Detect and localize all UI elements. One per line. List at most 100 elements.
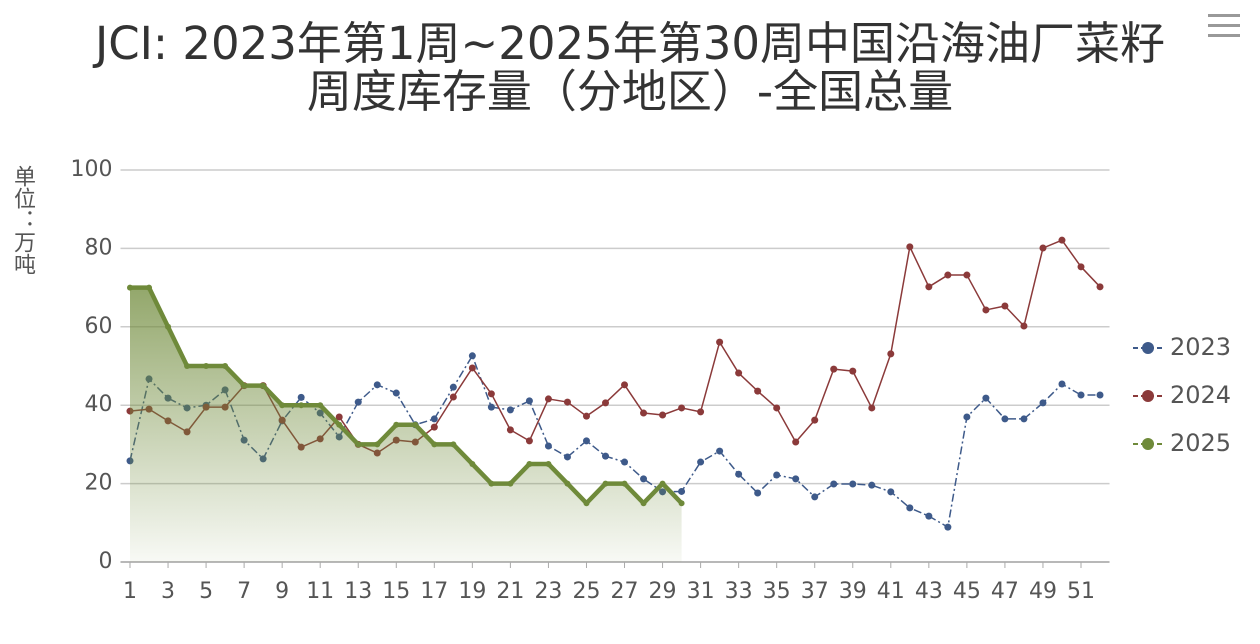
x-tick-label: 33 bbox=[725, 579, 753, 604]
point bbox=[392, 389, 400, 397]
x-tick-label: 39 bbox=[839, 579, 867, 604]
point bbox=[659, 411, 667, 419]
point bbox=[659, 480, 666, 487]
x-tick-label: 51 bbox=[1067, 579, 1095, 604]
x-tick-label: 21 bbox=[496, 579, 524, 604]
legend-label: 2025 bbox=[1170, 429, 1231, 457]
point bbox=[525, 397, 533, 405]
point bbox=[526, 461, 533, 467]
x-tick-label: 49 bbox=[1029, 579, 1057, 604]
point bbox=[488, 480, 495, 487]
point bbox=[336, 421, 343, 428]
series-line bbox=[130, 285, 684, 506]
x-tick-label: 43 bbox=[915, 579, 943, 604]
point bbox=[468, 364, 476, 372]
x-tick-label: 37 bbox=[801, 579, 829, 604]
point bbox=[335, 413, 343, 421]
point bbox=[582, 412, 590, 420]
point bbox=[469, 461, 476, 467]
point bbox=[203, 363, 210, 369]
menu-icon[interactable] bbox=[1208, 14, 1240, 37]
x-tick-label: 47 bbox=[991, 579, 1019, 604]
point bbox=[260, 382, 267, 389]
point bbox=[507, 480, 514, 487]
point bbox=[697, 458, 705, 466]
point bbox=[412, 421, 419, 428]
point bbox=[1077, 263, 1085, 271]
point bbox=[811, 493, 819, 501]
y-tick-label: 40 bbox=[84, 392, 112, 417]
y-tick-label: 100 bbox=[70, 157, 112, 182]
point bbox=[830, 480, 838, 488]
point bbox=[165, 323, 172, 330]
point bbox=[887, 350, 895, 358]
point bbox=[431, 441, 438, 448]
point bbox=[355, 441, 362, 448]
y-tick-label: 0 bbox=[98, 549, 112, 574]
x-tick-label: 19 bbox=[458, 579, 486, 604]
point bbox=[506, 426, 514, 434]
y-tick-label: 20 bbox=[84, 471, 112, 496]
y-label-box: 单位：万吨 bbox=[10, 165, 35, 275]
point bbox=[735, 470, 743, 478]
point bbox=[792, 438, 800, 446]
point bbox=[868, 481, 876, 489]
point bbox=[1039, 399, 1047, 407]
point bbox=[393, 421, 400, 428]
point bbox=[582, 437, 590, 445]
point bbox=[849, 367, 857, 375]
point bbox=[811, 416, 819, 424]
point bbox=[754, 489, 762, 497]
point bbox=[1096, 391, 1104, 399]
point bbox=[544, 442, 552, 450]
point bbox=[925, 512, 933, 520]
point bbox=[506, 406, 514, 414]
point bbox=[1058, 380, 1066, 388]
point bbox=[678, 404, 686, 412]
point bbox=[602, 480, 609, 487]
point bbox=[640, 500, 647, 507]
x-tick-label: 45 bbox=[953, 579, 981, 604]
point bbox=[773, 471, 781, 479]
point bbox=[563, 398, 571, 406]
point bbox=[1001, 302, 1009, 310]
point bbox=[906, 243, 914, 251]
point bbox=[1096, 283, 1104, 291]
point bbox=[544, 395, 552, 403]
point bbox=[1058, 236, 1066, 244]
point bbox=[887, 488, 895, 496]
point bbox=[1077, 391, 1085, 399]
point bbox=[279, 402, 286, 409]
point bbox=[1020, 415, 1028, 423]
point bbox=[468, 352, 476, 360]
point bbox=[602, 399, 609, 407]
point bbox=[487, 403, 495, 411]
point bbox=[374, 441, 381, 448]
x-tick-label: 31 bbox=[687, 579, 715, 604]
point bbox=[564, 480, 571, 487]
point bbox=[678, 487, 686, 495]
point bbox=[487, 390, 495, 398]
point bbox=[830, 365, 838, 373]
point bbox=[621, 480, 628, 487]
point bbox=[944, 523, 952, 531]
point bbox=[868, 404, 876, 412]
x-tick-label: 7 bbox=[237, 579, 251, 604]
x-tick-label: 27 bbox=[611, 579, 639, 604]
point bbox=[640, 475, 648, 483]
point bbox=[298, 402, 305, 409]
x-tick-label: 11 bbox=[306, 579, 334, 604]
point bbox=[373, 381, 381, 389]
point bbox=[792, 475, 800, 483]
point bbox=[430, 423, 438, 431]
x-tick-label: 1 bbox=[123, 579, 137, 604]
x-tick-label: 17 bbox=[420, 579, 448, 604]
point bbox=[184, 363, 191, 369]
point bbox=[982, 394, 990, 402]
point bbox=[773, 404, 781, 412]
point bbox=[563, 453, 571, 461]
point bbox=[849, 480, 857, 488]
point bbox=[944, 271, 952, 279]
x-tick-label: 29 bbox=[649, 579, 677, 604]
point bbox=[602, 452, 609, 460]
